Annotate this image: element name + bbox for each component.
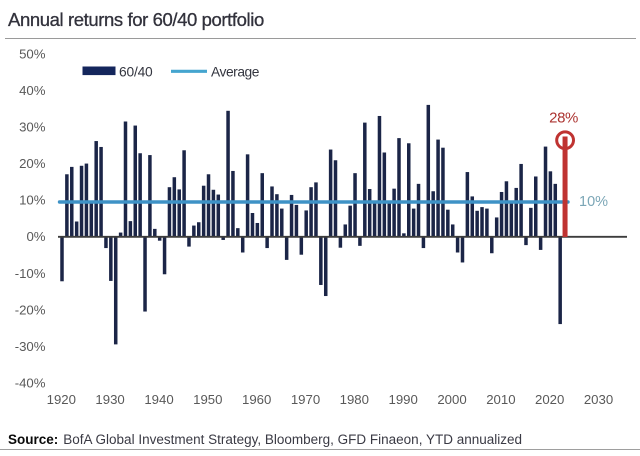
svg-text:60/40: 60/40 <box>119 65 153 80</box>
svg-text:Source:BofA Global Investment: Source: BofA Global Investment Strategy, … <box>8 432 522 447</box>
svg-text:1950: 1950 <box>193 392 222 407</box>
svg-text:1960: 1960 <box>242 392 271 407</box>
svg-text:1940: 1940 <box>144 392 173 407</box>
svg-text:-30%: -30% <box>15 339 46 354</box>
svg-text:1930: 1930 <box>95 392 124 407</box>
svg-text:1920: 1920 <box>47 392 76 407</box>
svg-text:2000: 2000 <box>437 392 466 407</box>
svg-text:30%: 30% <box>19 120 46 135</box>
svg-text:40%: 40% <box>19 83 46 98</box>
svg-text:Annual returns for 60/40 portf: Annual returns for 60/40 portfolio <box>8 9 264 30</box>
svg-text:28%: 28% <box>549 110 578 127</box>
svg-text:-40%: -40% <box>15 375 46 390</box>
svg-text:10%: 10% <box>579 194 608 210</box>
svg-text:0%: 0% <box>26 229 45 244</box>
svg-text:10%: 10% <box>19 193 46 208</box>
svg-text:1970: 1970 <box>291 392 320 407</box>
svg-text:2010: 2010 <box>486 392 515 407</box>
svg-text:1990: 1990 <box>389 392 418 407</box>
svg-text:2020: 2020 <box>535 392 564 407</box>
svg-text:1980: 1980 <box>340 392 369 407</box>
svg-text:2030: 2030 <box>584 392 613 407</box>
svg-text:-20%: -20% <box>15 302 46 317</box>
svg-text:-10%: -10% <box>15 266 46 281</box>
svg-text:20%: 20% <box>19 156 46 171</box>
svg-text:50%: 50% <box>19 47 46 62</box>
svg-text:Average: Average <box>211 65 260 80</box>
